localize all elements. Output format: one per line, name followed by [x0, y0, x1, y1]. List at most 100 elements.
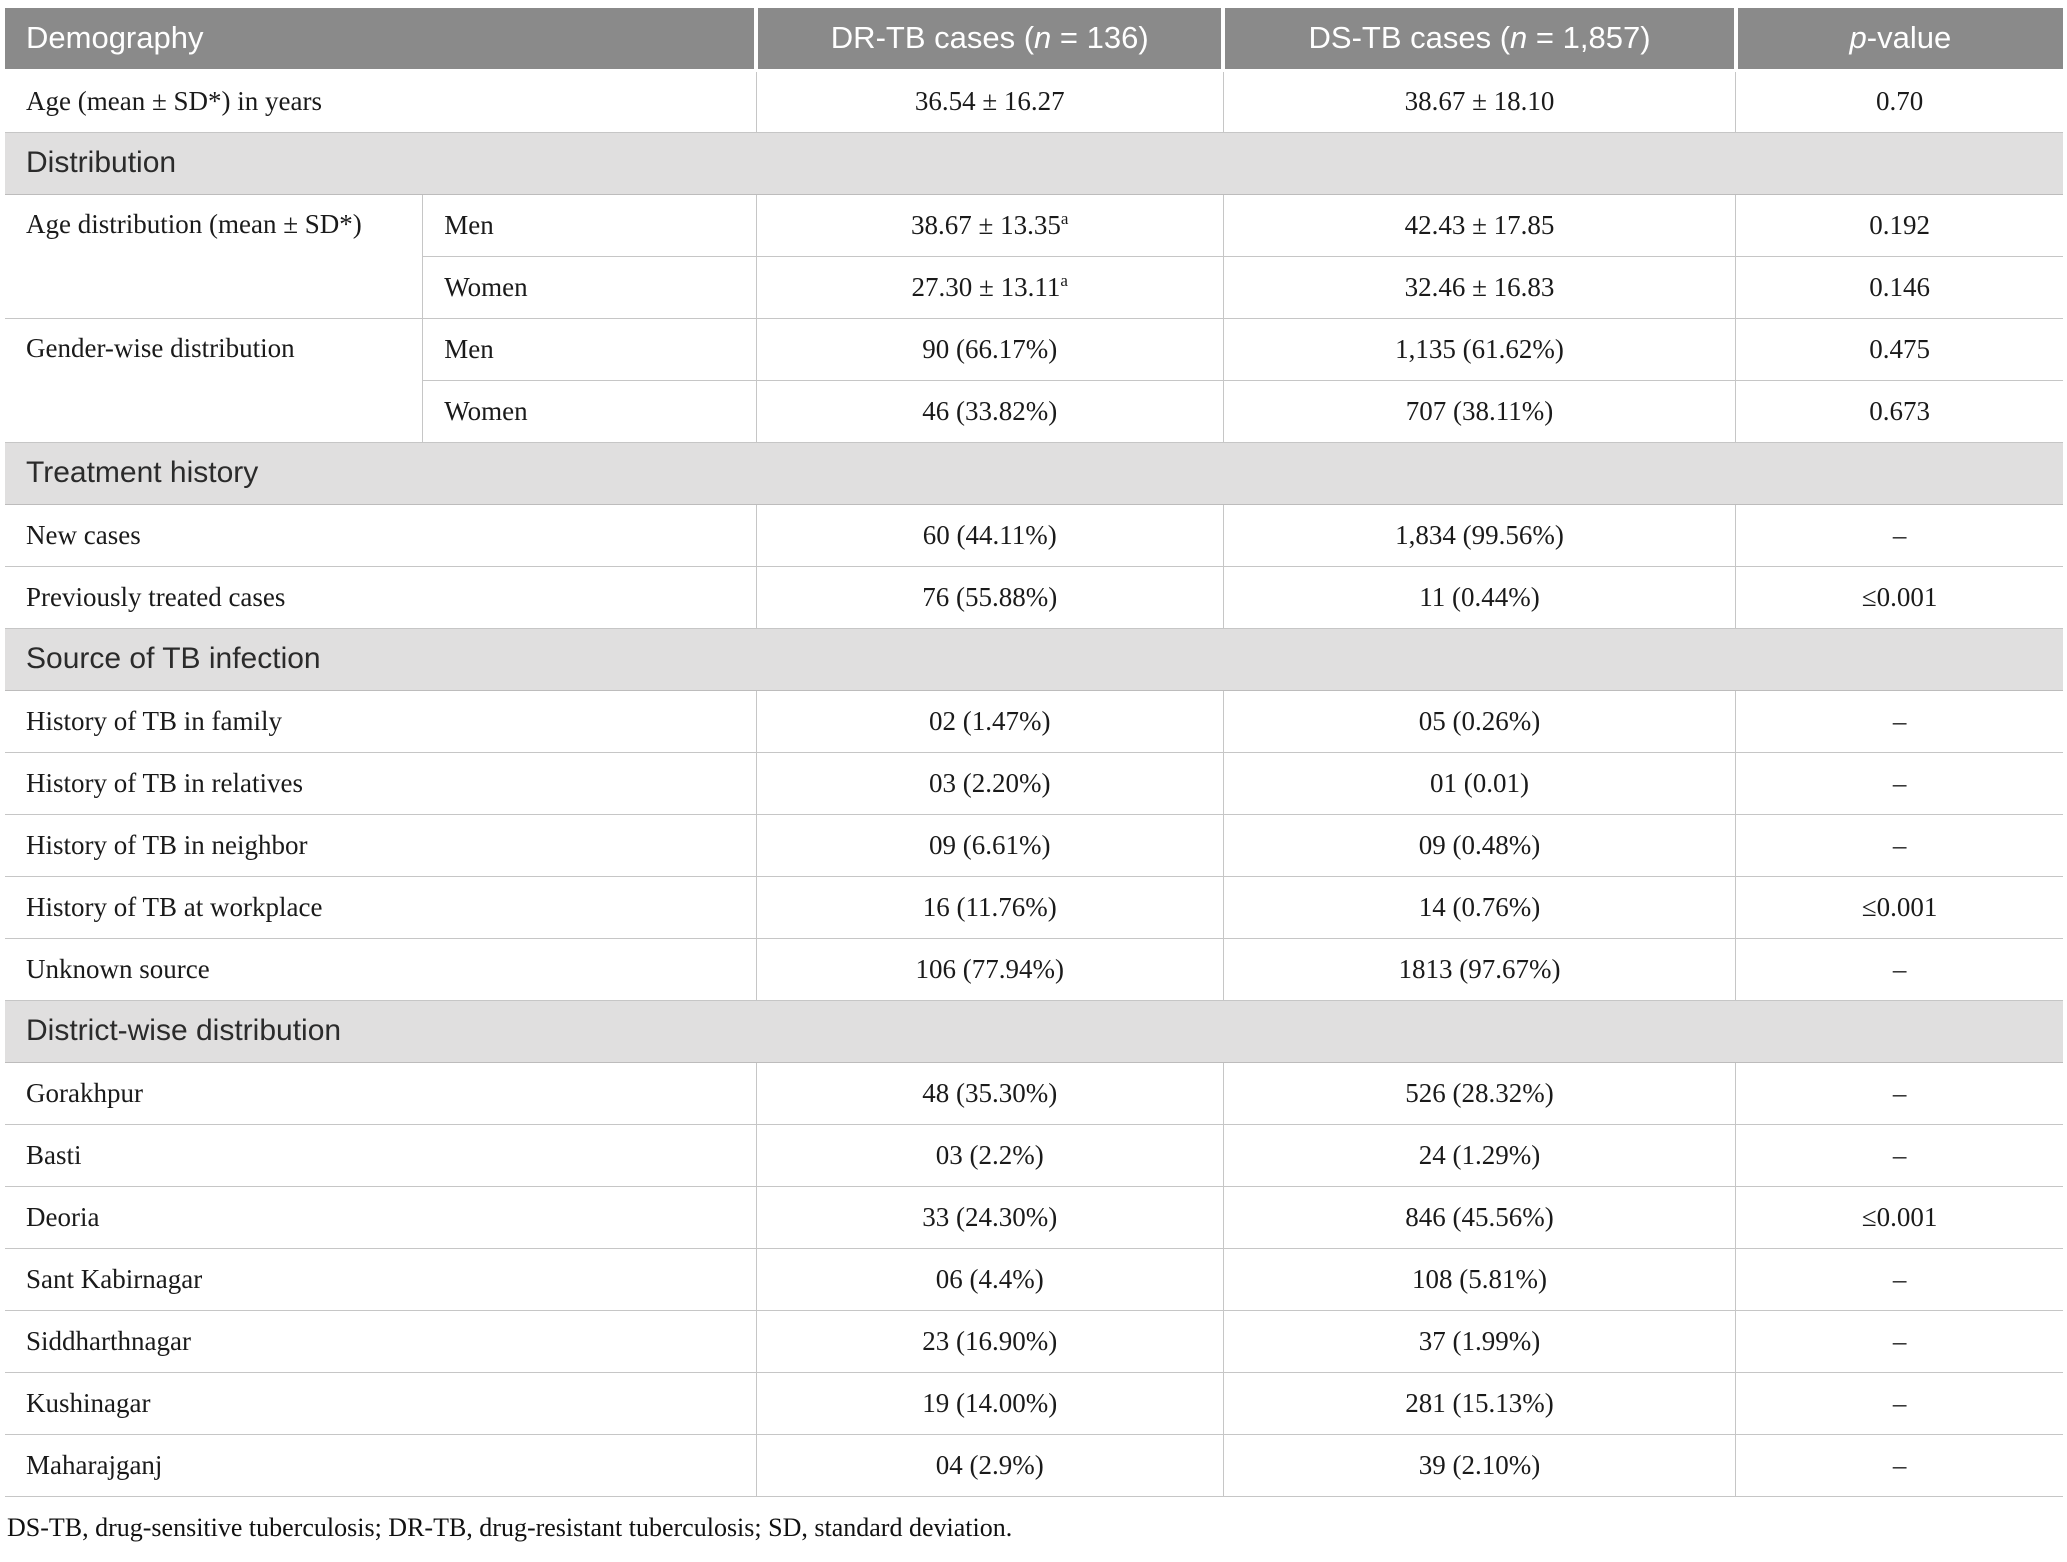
value-cell: ≤0.001 [1735, 875, 2063, 939]
column-header-label: -value [1866, 20, 1952, 56]
superscript-note: a [1060, 208, 1069, 228]
value-cell: 03 (2.2%) [755, 1123, 1224, 1187]
value-cell: 106 (77.94%) [755, 937, 1224, 1001]
column-header-demography: Demography [5, 8, 757, 72]
row-sublabel: Men [422, 317, 757, 381]
table-row: Age distribution (mean ± SD*) Men 38.67 ± … [5, 193, 2063, 319]
row-label: Sant Kabirnagar [5, 1247, 757, 1311]
row-label: Gender-wise distribution [5, 317, 424, 443]
table-row: Gender-wise distribution Men 90 (66.17%) 1,… [5, 317, 2063, 443]
section-row: Source of TB infection [5, 627, 2063, 691]
value-cell: 03 (2.20%) [755, 751, 1224, 815]
section-row: Treatment history [5, 441, 2063, 505]
table-body: Age (mean ± SD*) in years 36.54 ± 16.27 38… [5, 69, 2063, 1497]
row-label: Unknown source [5, 937, 757, 1001]
value-cell: 19 (14.00%) [755, 1371, 1224, 1435]
italic-n: n [1510, 20, 1528, 56]
row-label: Previously treated cases [5, 565, 757, 629]
row-label: Age distribution (mean ± SD*) [5, 193, 424, 319]
value-cell: 04 (2.9%) [755, 1433, 1224, 1497]
table-row: Gorakhpur 48 (35.30%) 526 (28.32%) – [5, 1061, 2063, 1125]
value-cell: 39 (2.10%) [1222, 1433, 1737, 1497]
column-header-label: DS-TB cases ( [1308, 20, 1511, 56]
value-cell: – [1735, 689, 2063, 753]
section-row: Distribution [5, 131, 2063, 195]
table-row: History of TB in relatives 03 (2.20%) 01 (… [5, 751, 2063, 815]
value-cell: 06 (4.4%) [755, 1247, 1224, 1311]
value-cell: 526 (28.32%) [1222, 1061, 1737, 1125]
row-label: History of TB at workplace [5, 875, 757, 939]
column-header-drtb-cases: DR-TB cases (n = 136) [754, 8, 1224, 72]
value-cell: 38.67 ± 18.10 [1222, 69, 1737, 133]
table-row: Unknown source 106 (77.94%) 1813 (97.67%) – [5, 937, 2063, 1001]
value-cell: 32.46 ± 16.83 [1222, 255, 1737, 319]
section-row: District-wise distribution [5, 999, 2063, 1063]
row-sublabel: Women [422, 379, 757, 443]
row-label: Gorakhpur [5, 1061, 757, 1125]
table-row: Women 46 (33.82%) 707 (38.11%) 0.673 [5, 379, 2063, 443]
value-cell: 23 (16.90%) [755, 1309, 1224, 1373]
table-row: Kushinagar 19 (14.00%) 281 (15.13%) – [5, 1371, 2063, 1435]
value-text: 38.67 ± 13.35 [911, 209, 1061, 240]
value-cell: 46 (33.82%) [755, 379, 1224, 443]
value-cell: 60 (44.11%) [755, 503, 1224, 567]
value-cell: 09 (6.61%) [755, 813, 1224, 877]
row-label: Siddharthnagar [5, 1309, 757, 1373]
table-row: Basti 03 (2.2%) 24 (1.29%) – [5, 1123, 2063, 1187]
value-cell: 90 (66.17%) [755, 317, 1224, 381]
row-label: Basti [5, 1123, 757, 1187]
value-cell: ≤0.001 [1735, 1185, 2063, 1249]
value-cell: 0.70 [1735, 69, 2063, 133]
value-cell: 09 (0.48%) [1222, 813, 1737, 877]
value-cell: – [1735, 1247, 2063, 1311]
superscript-note: a [1060, 270, 1068, 290]
row-label: New cases [5, 503, 757, 567]
row-label: Maharajganj [5, 1433, 757, 1497]
value-cell: – [1735, 1433, 2063, 1497]
value-cell: 0.475 [1735, 317, 2063, 381]
table-row: Deoria 33 (24.30%) 846 (45.56%) ≤0.001 [5, 1185, 2063, 1249]
row-label: Age (mean ± SD*) in years [5, 69, 757, 133]
row-label: History of TB in neighbor [5, 813, 757, 877]
value-cell: – [1735, 937, 2063, 1001]
row-label: Deoria [5, 1185, 757, 1249]
row-sublabel: Men [422, 193, 757, 257]
column-header-dstb-cases: DS-TB cases (n = 1,857) [1221, 8, 1736, 72]
value-cell: – [1735, 503, 2063, 567]
value-cell: 76 (55.88%) [755, 565, 1224, 629]
value-cell: 108 (5.81%) [1222, 1247, 1737, 1311]
section-header: Source of TB infection [5, 627, 2063, 691]
table-figure: Demography DR-TB cases (n = 136) DS-TB c… [5, 8, 2063, 1543]
table-row: Sant Kabirnagar 06 (4.4%) 108 (5.81%) – [5, 1247, 2063, 1311]
section-header: Distribution [5, 131, 2063, 195]
column-header-label: = 1,857) [1527, 20, 1651, 56]
value-cell: 01 (0.01) [1222, 751, 1737, 815]
italic-p: p [1849, 20, 1867, 56]
header-row: Demography DR-TB cases (n = 136) DS-TB c… [5, 8, 2063, 72]
table-row: Previously treated cases 76 (55.88%) 11 (0… [5, 565, 2063, 629]
value-cell: – [1735, 1061, 2063, 1125]
value-cell: 24 (1.29%) [1222, 1123, 1737, 1187]
value-cell: – [1735, 813, 2063, 877]
section-header: District-wise distribution [5, 999, 2063, 1063]
value-text: 27.30 ± 13.11 [911, 271, 1061, 302]
table-row: Maharajganj 04 (2.9%) 39 (2.10%) – [5, 1433, 2063, 1497]
italic-n: n [1034, 20, 1052, 56]
value-cell: 14 (0.76%) [1222, 875, 1737, 939]
table-row: History of TB in family 02 (1.47%) 05 (0.2… [5, 689, 2063, 753]
value-cell: 42.43 ± 17.85 [1222, 193, 1737, 257]
table-row: Women 27.30 ± 13.11a 32.46 ± 16.83 0.146 [5, 255, 2063, 319]
value-cell: 16 (11.76%) [755, 875, 1224, 939]
value-cell: 0.192 [1735, 193, 2063, 257]
value-cell: 05 (0.26%) [1222, 689, 1737, 753]
section-header: Treatment history [5, 441, 2063, 505]
value-cell: 1,135 (61.62%) [1222, 317, 1737, 381]
table-row: New cases 60 (44.11%) 1,834 (99.56%) – [5, 503, 2063, 567]
value-cell: 1813 (97.67%) [1222, 937, 1737, 1001]
table-row: Age (mean ± SD*) in years 36.54 ± 16.27 38… [5, 69, 2063, 133]
value-cell: – [1735, 1371, 2063, 1435]
value-cell: 36.54 ± 16.27 [755, 69, 1224, 133]
value-cell: 27.30 ± 13.11a [755, 255, 1224, 319]
value-cell: 0.673 [1735, 379, 2063, 443]
value-cell: ≤0.001 [1735, 565, 2063, 629]
